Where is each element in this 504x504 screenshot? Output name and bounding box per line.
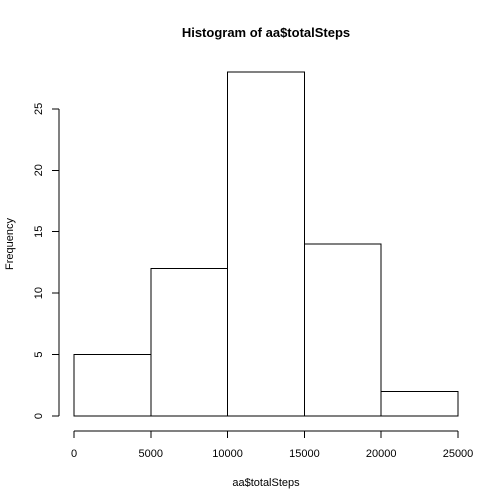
x-tick-label-1: 5000 [139,448,163,460]
y-tick-label-2: 10 [33,287,45,299]
x-axis-label: aa$totalSteps [232,477,300,489]
histogram-bar-4 [381,391,458,416]
x-tick-label-2: 10000 [212,448,243,460]
y-tick-label-4: 20 [33,164,45,176]
y-axis-label: Frequency [4,218,16,270]
y-tick-label-3: 15 [33,226,45,238]
histogram-bar-0 [74,355,151,416]
histogram-bar-2 [228,72,305,416]
chart-title: Histogram of aa$totalSteps [182,25,350,40]
y-tick-label-1: 5 [33,352,45,358]
histogram-bar-1 [151,269,228,416]
x-axis-ticks: 0 5000 10000 15000 20000 25000 [71,431,473,460]
x-tick-label-4: 20000 [366,448,397,460]
x-tick-label-3: 15000 [289,448,320,460]
histogram-bar-3 [304,244,381,416]
y-axis-ticks: 0 5 10 15 20 25 [33,103,59,419]
x-tick-label-5: 25000 [443,448,474,460]
y-tick-label-5: 25 [33,103,45,115]
y-tick-label-0: 0 [33,413,45,419]
bars-group [74,72,458,416]
x-tick-label-0: 0 [71,448,77,460]
